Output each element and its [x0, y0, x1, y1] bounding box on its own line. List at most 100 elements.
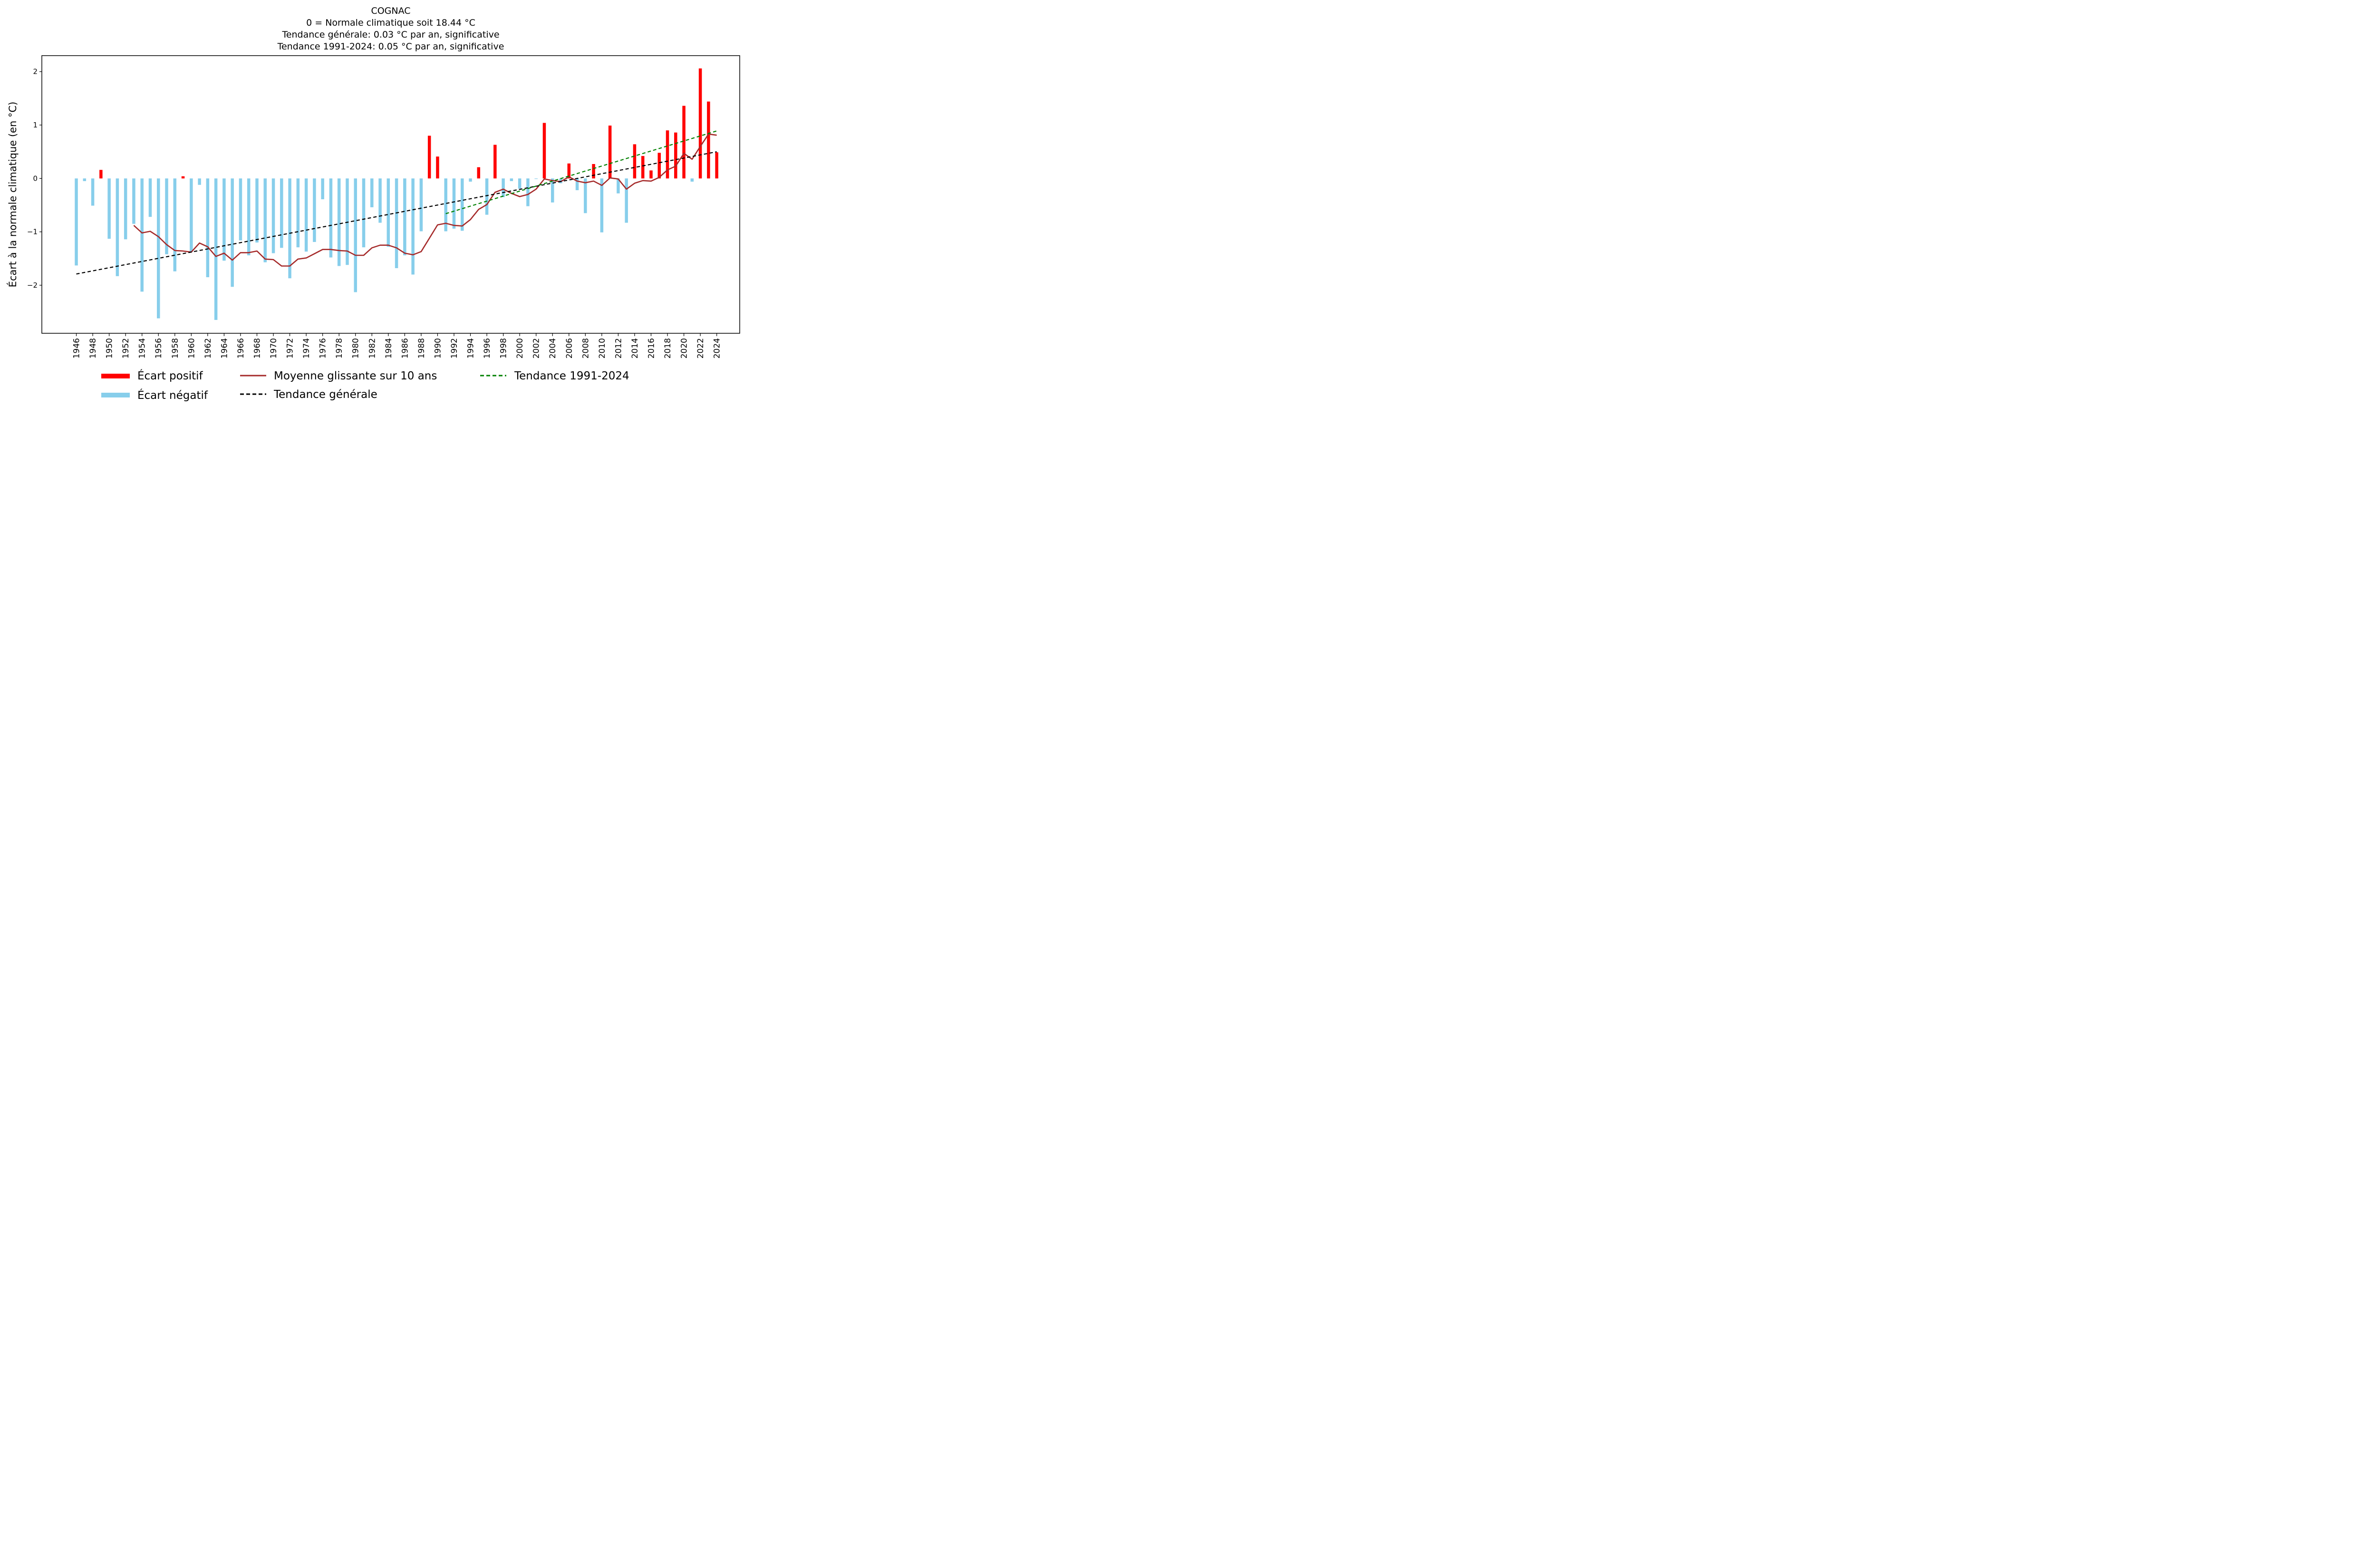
x-tick-label: 1956: [154, 338, 164, 358]
y-tick-label: 2: [33, 68, 38, 76]
bar-1964: [222, 178, 226, 261]
bar-2002: [534, 178, 538, 179]
legend-swatch-positive: [101, 374, 130, 378]
x-tick-label: 1980: [351, 338, 361, 358]
chart-title: COGNAC 0 = Normale climatique soit 18.44…: [277, 6, 504, 52]
bar-1948: [91, 178, 95, 206]
bar-1976: [321, 178, 324, 200]
title-line-2: 0 = Normale climatique soit 18.44 °C: [306, 18, 475, 28]
x-tick-label: 1978: [335, 338, 344, 358]
bar-2012: [617, 178, 620, 194]
bar-1998: [502, 178, 505, 197]
bar-1971: [280, 178, 283, 248]
trend-general-line: [76, 151, 717, 275]
bar-2017: [657, 153, 661, 179]
bar-1977: [329, 178, 333, 258]
bar-1968: [255, 178, 259, 243]
bar-2013: [625, 178, 628, 223]
bar-2004: [551, 178, 554, 203]
legend-label-trend-recent: Tendance 1991-2024: [514, 370, 629, 382]
bar-1973: [296, 178, 300, 248]
x-tick-label: 2000: [515, 338, 525, 358]
bar-1967: [247, 178, 251, 256]
x-tick-label: 1982: [367, 338, 377, 358]
x-tick-label: 1998: [499, 338, 509, 358]
bar-2021: [690, 178, 694, 182]
x-tick-label: 2002: [532, 338, 541, 358]
bar-1983: [378, 178, 382, 223]
bar-1965: [231, 178, 234, 287]
bar-1987: [411, 178, 415, 275]
x-tick-label: 1988: [417, 338, 426, 358]
x-tick-label: 1976: [319, 338, 328, 358]
x-tick-label: 1966: [236, 338, 246, 358]
x-tick-label: 1984: [384, 338, 394, 358]
bar-1993: [461, 178, 464, 231]
bar-1959: [181, 176, 185, 179]
bar-1995: [477, 167, 481, 179]
bar-1947: [83, 178, 87, 181]
x-tick-label: 1972: [286, 338, 295, 358]
bars-group: [75, 68, 718, 320]
bar-1955: [148, 178, 152, 217]
bar-1966: [239, 178, 242, 241]
y-tick-label: −1: [27, 228, 38, 236]
bar-1994: [469, 178, 472, 182]
x-tick-label: 1948: [88, 338, 98, 358]
legend-label-moving-average: Moyenne glissante sur 10 ans: [274, 370, 437, 382]
x-tick-label: 1958: [171, 338, 180, 358]
x-tick-label: 1946: [72, 338, 82, 358]
legend-label-trend-general: Tendance générale: [273, 388, 377, 401]
bar-1979: [346, 178, 349, 265]
y-tick-label: −2: [27, 281, 38, 290]
bar-1958: [173, 178, 177, 271]
bar-1984: [387, 178, 390, 247]
y-axis: 2 1 0 −1 −2: [27, 68, 42, 290]
bar-2024: [715, 152, 718, 179]
chart-figure: COGNAC 0 = Normale climatique soit 18.44…: [7, 6, 740, 402]
x-tick-label: 1962: [203, 338, 213, 358]
bar-1996: [485, 178, 489, 215]
bar-1961: [198, 178, 201, 185]
bar-2022: [698, 68, 702, 179]
legend-label-negative: Écart négatif: [137, 388, 208, 402]
bar-1950: [107, 178, 111, 239]
bar-2006: [567, 163, 571, 179]
bar-2018: [666, 130, 669, 179]
bar-2000: [518, 178, 522, 189]
bar-2010: [600, 178, 604, 232]
bar-2009: [592, 164, 595, 179]
bar-2011: [608, 126, 612, 179]
bar-1960: [190, 178, 193, 252]
bar-1980: [354, 178, 357, 292]
bar-1956: [156, 178, 160, 319]
bar-1989: [427, 136, 431, 179]
y-tick-label: 1: [33, 121, 38, 129]
x-tick-label: 2016: [647, 338, 656, 358]
title-line-1: COGNAC: [371, 6, 410, 16]
x-tick-label: 1964: [220, 338, 229, 358]
x-tick-label: 2018: [663, 338, 673, 358]
x-tick-label: 2006: [565, 338, 574, 358]
bar-1970: [271, 178, 275, 253]
moving-average-line: [133, 133, 717, 267]
x-tick-label: 1952: [121, 338, 131, 358]
x-tick-label: 1960: [187, 338, 196, 358]
bar-2020: [682, 106, 686, 179]
bar-2014: [633, 144, 637, 179]
bar-2008: [584, 178, 587, 213]
bar-1985: [395, 178, 398, 268]
bar-1952: [124, 178, 127, 240]
x-tick-label: 1974: [302, 338, 311, 358]
y-axis-label: Écart à la normale climatique (en °C): [7, 102, 19, 288]
bar-2007: [575, 178, 579, 191]
bar-1988: [419, 178, 423, 232]
legend-swatch-negative: [101, 393, 130, 397]
lines-group: [76, 130, 717, 275]
bar-2019: [674, 132, 677, 179]
bar-1981: [362, 178, 366, 248]
bar-2023: [707, 101, 710, 179]
bar-1999: [510, 178, 513, 181]
x-axis: 1946 1948 1950 1952 1954 1956 1958 1960 1962 1964…: [72, 333, 722, 358]
x-tick-label: 2010: [598, 338, 607, 358]
